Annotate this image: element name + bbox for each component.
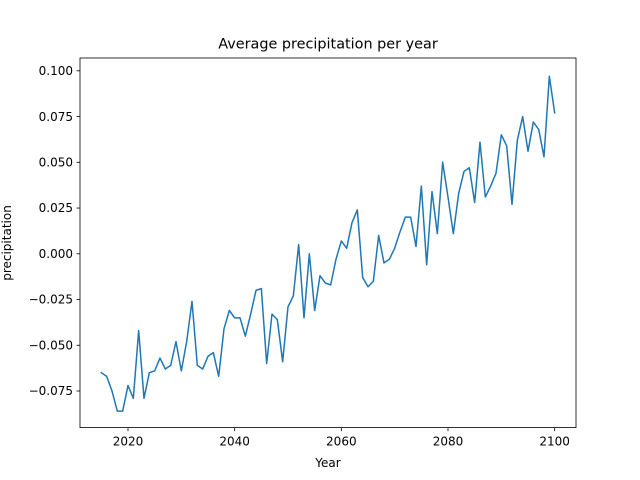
y-tick-label: 0.050 (39, 155, 73, 169)
chart-title: Average precipitation per year (218, 37, 438, 53)
y-tick-label: 0.100 (39, 64, 73, 78)
x-tick-label: 2020 (113, 435, 144, 449)
y-axis-ticks: −0.075 −0.050 −0.025 0.000 0.025 0.050 0.075 0.… (29, 64, 80, 398)
x-tick-label: 2040 (219, 435, 250, 449)
x-axis-label: Year (314, 456, 340, 470)
y-tick-label: −0.075 (29, 384, 73, 398)
y-tick-label: 0.000 (39, 247, 73, 261)
x-tick-label: 2060 (326, 435, 357, 449)
x-axis-ticks: 2020 2040 2060 2080 2100 (113, 427, 570, 449)
y-tick-label: 0.025 (39, 201, 73, 215)
y-tick-label: −0.050 (29, 338, 73, 352)
x-tick-label: 2080 (433, 435, 464, 449)
x-tick-label: 2100 (539, 435, 570, 449)
precipitation-series-line (100, 75, 556, 412)
y-tick-label: −0.025 (29, 293, 73, 307)
y-tick-label: 0.075 (39, 110, 73, 124)
plot-background (80, 58, 576, 428)
y-axis-label: precipitation (0, 205, 14, 281)
plot-frame (79, 57, 577, 429)
